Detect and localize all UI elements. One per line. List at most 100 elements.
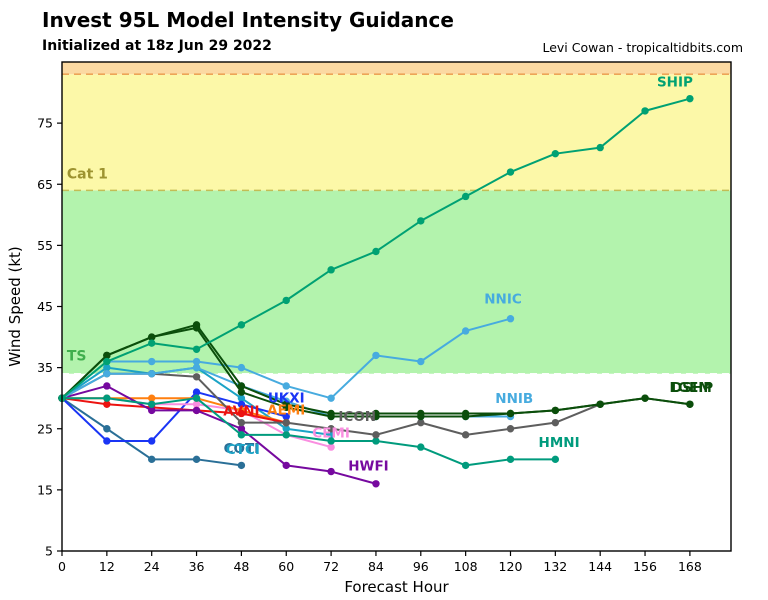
series-point-HMNI-h48	[237, 431, 246, 439]
series-point-NNIC-h48	[237, 363, 246, 372]
x-tick-label-36: 36	[189, 559, 205, 574]
y-tick-label-65: 65	[37, 177, 53, 192]
series-point-CEMI-h36	[192, 400, 201, 408]
series-point-CEMI-h72	[327, 443, 335, 451]
x-tick-label-156: 156	[633, 559, 657, 574]
series-point-NNIC-h84	[372, 351, 380, 360]
band-label-tropical-storm: TS	[67, 348, 87, 364]
series-point-NNIB-h12	[103, 370, 111, 378]
series-label-HWFI: HWFI	[348, 458, 388, 474]
series-point-LGEM-h48	[237, 388, 246, 396]
series-label-NNIC: NNIC	[484, 291, 522, 307]
series-point-SHIP-h12	[103, 357, 111, 366]
series-point-NNIC-h60	[282, 382, 290, 390]
series-point-SHIP-h96	[417, 217, 425, 225]
series-point-ICON-h96	[417, 418, 425, 427]
series-point-DSHP-h36	[192, 321, 201, 329]
series-point-NNIC-h96	[417, 357, 425, 366]
x-tick-label-0: 0	[58, 559, 66, 574]
series-label-CEMI: CEMI	[312, 425, 350, 441]
series-line-HWFI	[61, 384, 377, 485]
series-point-HWFI-h36	[192, 406, 201, 415]
credit-text: Levi Cowan - tropicaltidbits.com	[542, 40, 743, 55]
y-tick-label-55: 55	[37, 238, 53, 253]
series-point-DSHP-h168	[686, 400, 694, 408]
series-point-CTCI-h48	[237, 394, 246, 402]
series-label-AVNI: AVNI	[223, 403, 259, 419]
series-point-DSHP-h72	[327, 409, 335, 418]
series-point-HWFI-h24	[147, 406, 156, 415]
series-point-COTI-h48	[237, 461, 246, 470]
x-tick-label-12: 12	[99, 559, 115, 574]
series-point-UKXI-h48	[237, 400, 246, 408]
series-point-SHIP-h108	[461, 192, 470, 201]
series-point-HMNI-h12	[103, 394, 111, 402]
x-tick-label-72: 72	[323, 559, 339, 574]
series-point-HMNI-h96	[417, 443, 425, 451]
y-tick-label-75: 75	[37, 116, 53, 131]
series-label-COTI: COTI	[224, 441, 260, 457]
series-label-UKXI: UKXI	[268, 390, 305, 406]
series-point-HMNI-h36	[192, 394, 201, 402]
series-point-NNIC-h108	[461, 327, 470, 335]
series-point-UKXI-h36	[192, 388, 201, 396]
series-point-NNIC-h120	[506, 315, 515, 323]
x-tick-label-168: 168	[678, 559, 702, 574]
series-point-HWFI-h48	[237, 425, 246, 433]
y-tick-label-25: 25	[37, 421, 53, 436]
series-point-ICON-h60	[282, 418, 290, 427]
series-point-HWFI-h84	[372, 480, 380, 488]
series-point-SHIP-h84	[372, 247, 380, 256]
series-point-HMNI-h120	[506, 455, 515, 464]
series-point-DSHP-h84	[372, 409, 380, 418]
page-title: Invest 95L Model Intensity Guidance	[42, 8, 454, 32]
series-label-AEMI: AEMI	[267, 403, 305, 419]
y-tick-label-5: 5	[45, 544, 53, 559]
series-point-HMNI-h60	[282, 431, 290, 439]
series-point-COTI-h24	[147, 455, 156, 464]
x-axis-title: Forecast Hour	[344, 578, 449, 596]
series-point-SHIP-h24	[147, 339, 156, 347]
y-tick-label-45: 45	[37, 299, 53, 314]
series-point-AVNI-h12	[103, 400, 111, 408]
series-label-ICON: ICON	[338, 409, 376, 425]
series-point-ICON-h120	[506, 425, 515, 433]
series-point-HMNI-h84	[372, 437, 380, 445]
band-cat-2	[62, 62, 731, 75]
x-tick-label-108: 108	[454, 559, 478, 574]
series-point-DSHP-h156	[641, 394, 649, 402]
series-point-SHIP-h60	[282, 296, 290, 305]
x-tick-label-144: 144	[588, 559, 612, 574]
series-point-NNIB-h24	[147, 370, 156, 378]
series-point-SHIP-h36	[192, 345, 201, 353]
band-tropical-storm	[62, 190, 731, 374]
series-point-HMNI-h24	[147, 400, 156, 408]
series-point-ICON-h132	[551, 418, 560, 427]
series-point-DSHP-h132	[551, 406, 560, 415]
series-point-NNIC-h24	[147, 357, 156, 366]
series-point-CTCI-h60	[282, 425, 290, 433]
series-point-HMNI-h132	[551, 455, 560, 464]
x-tick-label-60: 60	[278, 559, 294, 574]
series-point-NNIB-h36	[192, 363, 201, 372]
series-point-DSHP-h12	[103, 351, 111, 360]
series-point-SHIP-h72	[327, 266, 335, 274]
y-axis-title: Wind Speed (kt)	[6, 246, 24, 367]
series-label-DSHP: DSHP	[671, 380, 713, 396]
series-point-ICON-h72	[327, 425, 335, 433]
series-point-HMNI-h72	[327, 437, 335, 445]
series-point-NNIC-h72	[327, 394, 335, 402]
y-tick-label-35: 35	[37, 360, 53, 375]
x-tick-label-24: 24	[144, 559, 160, 574]
series-point-DSHP-h24	[147, 333, 156, 341]
series-point-SHIP-h48	[237, 321, 246, 329]
series-line-UKXI	[61, 391, 287, 442]
series-point-UKXI-h60	[282, 412, 290, 421]
series-point-SHIP-h156	[641, 107, 649, 115]
x-tick-label-120: 120	[499, 559, 523, 574]
series-point-COTI-h12	[103, 425, 111, 433]
series-point-HWFI-h72	[327, 467, 335, 476]
series-line-HMNI	[62, 397, 556, 467]
series-point-DSHP-h96	[417, 409, 425, 418]
